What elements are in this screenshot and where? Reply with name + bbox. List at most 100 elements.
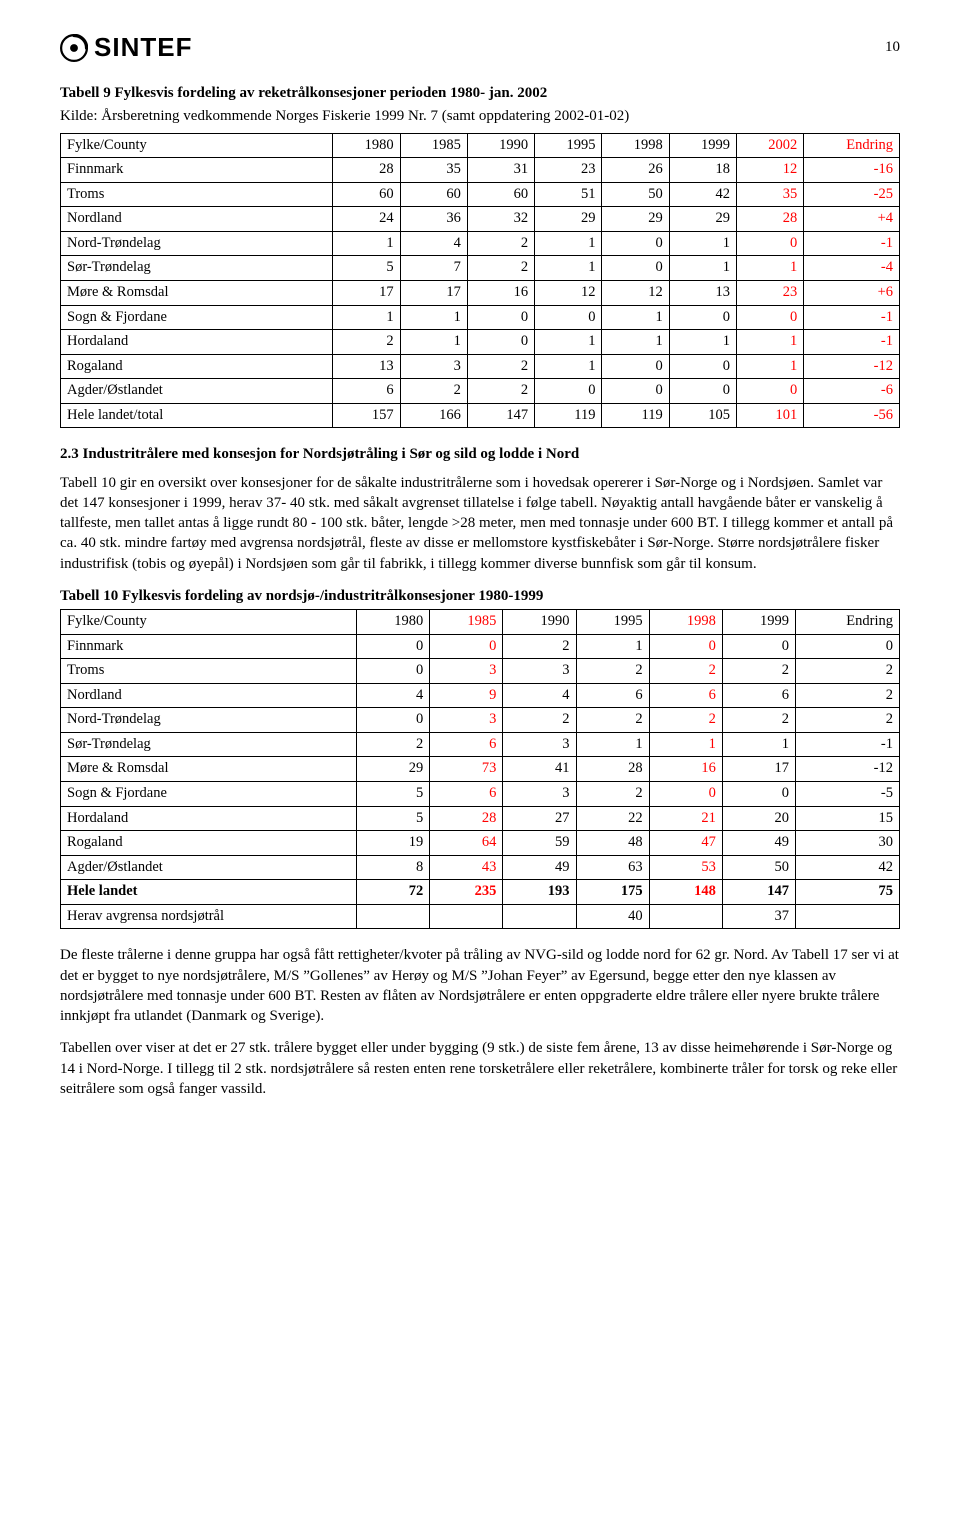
row-label: Sogn & Fjordane	[61, 782, 357, 807]
table-row: Nord-Trøndelag1421010-1	[61, 231, 900, 256]
data-cell: 35	[400, 158, 467, 183]
data-cell: -16	[804, 158, 900, 183]
data-cell: 72	[357, 880, 430, 905]
data-cell: 3	[400, 354, 467, 379]
data-cell: 0	[649, 634, 722, 659]
data-cell: 0	[649, 782, 722, 807]
table-row: Hele landet7223519317514814775	[61, 880, 900, 905]
data-cell: 17	[400, 280, 467, 305]
data-cell: 20	[722, 806, 795, 831]
data-cell: 35	[737, 182, 804, 207]
sintef-icon	[60, 34, 88, 62]
row-label: Finnmark	[61, 158, 333, 183]
data-cell: 19	[357, 831, 430, 856]
data-cell: 17	[722, 757, 795, 782]
data-cell: 0	[535, 379, 602, 404]
row-label: Møre & Romsdal	[61, 757, 357, 782]
row-label: Sør-Trøndelag	[61, 732, 357, 757]
data-cell: -4	[804, 256, 900, 281]
data-cell: 0	[669, 305, 736, 330]
data-cell: -5	[795, 782, 899, 807]
data-cell	[795, 904, 899, 929]
data-cell: 50	[602, 182, 669, 207]
data-cell: 6	[430, 732, 503, 757]
data-cell: 2	[400, 379, 467, 404]
data-cell: 51	[535, 182, 602, 207]
data-cell: 32	[467, 207, 534, 232]
section-para1: Tabell 10 gir en oversikt over konsesjon…	[60, 473, 900, 574]
row-label: Hordaland	[61, 806, 357, 831]
row-label: Hele landet	[61, 880, 357, 905]
data-cell: 16	[467, 280, 534, 305]
data-cell: 0	[602, 231, 669, 256]
table-row: Møre & Romsdal297341281617-12	[61, 757, 900, 782]
data-cell: 0	[430, 634, 503, 659]
data-cell: 1	[333, 231, 400, 256]
data-cell: 2	[576, 659, 649, 684]
table-row: Finnmark28353123261812-16	[61, 158, 900, 183]
data-cell: 37	[722, 904, 795, 929]
data-cell: 0	[669, 354, 736, 379]
data-cell: 64	[430, 831, 503, 856]
data-cell: -25	[804, 182, 900, 207]
data-cell: 0	[722, 634, 795, 659]
data-cell: 5	[333, 256, 400, 281]
table-row: Hordaland2101111-1	[61, 330, 900, 355]
data-cell: 0	[737, 231, 804, 256]
table-header-cell: 1999	[669, 133, 736, 158]
data-cell: 17	[333, 280, 400, 305]
data-cell: 60	[333, 182, 400, 207]
data-cell: 1	[576, 634, 649, 659]
data-cell: 1	[576, 732, 649, 757]
row-label: Rogaland	[61, 354, 333, 379]
table1-title: Tabell 9 Fylkesvis fordeling av reketrål…	[60, 83, 900, 103]
data-cell: 166	[400, 403, 467, 428]
table-nordsjo: Fylke/County198019851990199519981999Endr…	[60, 609, 900, 929]
data-cell: -1	[804, 305, 900, 330]
data-cell: 26	[602, 158, 669, 183]
row-label: Nord-Trøndelag	[61, 708, 357, 733]
data-cell: 1	[669, 231, 736, 256]
table-header-cell: 1980	[333, 133, 400, 158]
data-cell: 0	[795, 634, 899, 659]
data-cell: 1	[722, 732, 795, 757]
data-cell: 2	[467, 256, 534, 281]
data-cell: 1	[737, 330, 804, 355]
data-cell: 0	[467, 305, 534, 330]
table-header-cell: 1990	[467, 133, 534, 158]
data-cell: 22	[576, 806, 649, 831]
brand-logo: SINTEF	[60, 30, 192, 65]
data-cell: +6	[804, 280, 900, 305]
table-row: Nordland4946662	[61, 683, 900, 708]
data-cell: 60	[400, 182, 467, 207]
table-row: Finnmark0021000	[61, 634, 900, 659]
section-heading: 2.3 Industritrålere med konsesjon for No…	[60, 444, 900, 464]
data-cell: 2	[467, 379, 534, 404]
data-cell: 12	[602, 280, 669, 305]
data-cell: 48	[576, 831, 649, 856]
footer-para2: Tabellen over viser at det er 27 stk. tr…	[60, 1038, 900, 1099]
data-cell: 6	[649, 683, 722, 708]
data-cell: 1	[535, 231, 602, 256]
data-cell: 29	[602, 207, 669, 232]
data-cell: 27	[503, 806, 576, 831]
data-cell: 29	[535, 207, 602, 232]
data-cell: 36	[400, 207, 467, 232]
data-cell: 3	[503, 659, 576, 684]
table-row: Sør-Trøndelag263111-1	[61, 732, 900, 757]
table-row: Rogaland13321001-12	[61, 354, 900, 379]
data-cell: 2	[795, 708, 899, 733]
row-label: Sør-Trøndelag	[61, 256, 333, 281]
row-label: Møre & Romsdal	[61, 280, 333, 305]
data-cell: 3	[430, 659, 503, 684]
row-label: Troms	[61, 659, 357, 684]
data-cell: 0	[602, 256, 669, 281]
data-cell: 0	[737, 379, 804, 404]
data-cell: 8	[357, 855, 430, 880]
table-row: Hordaland5282722212015	[61, 806, 900, 831]
table-row: Agder/Østlandet6220000-6	[61, 379, 900, 404]
brand-text: SINTEF	[94, 30, 192, 65]
page-number: 10	[885, 37, 900, 57]
table-header-cell: 1998	[602, 133, 669, 158]
data-cell: 6	[430, 782, 503, 807]
